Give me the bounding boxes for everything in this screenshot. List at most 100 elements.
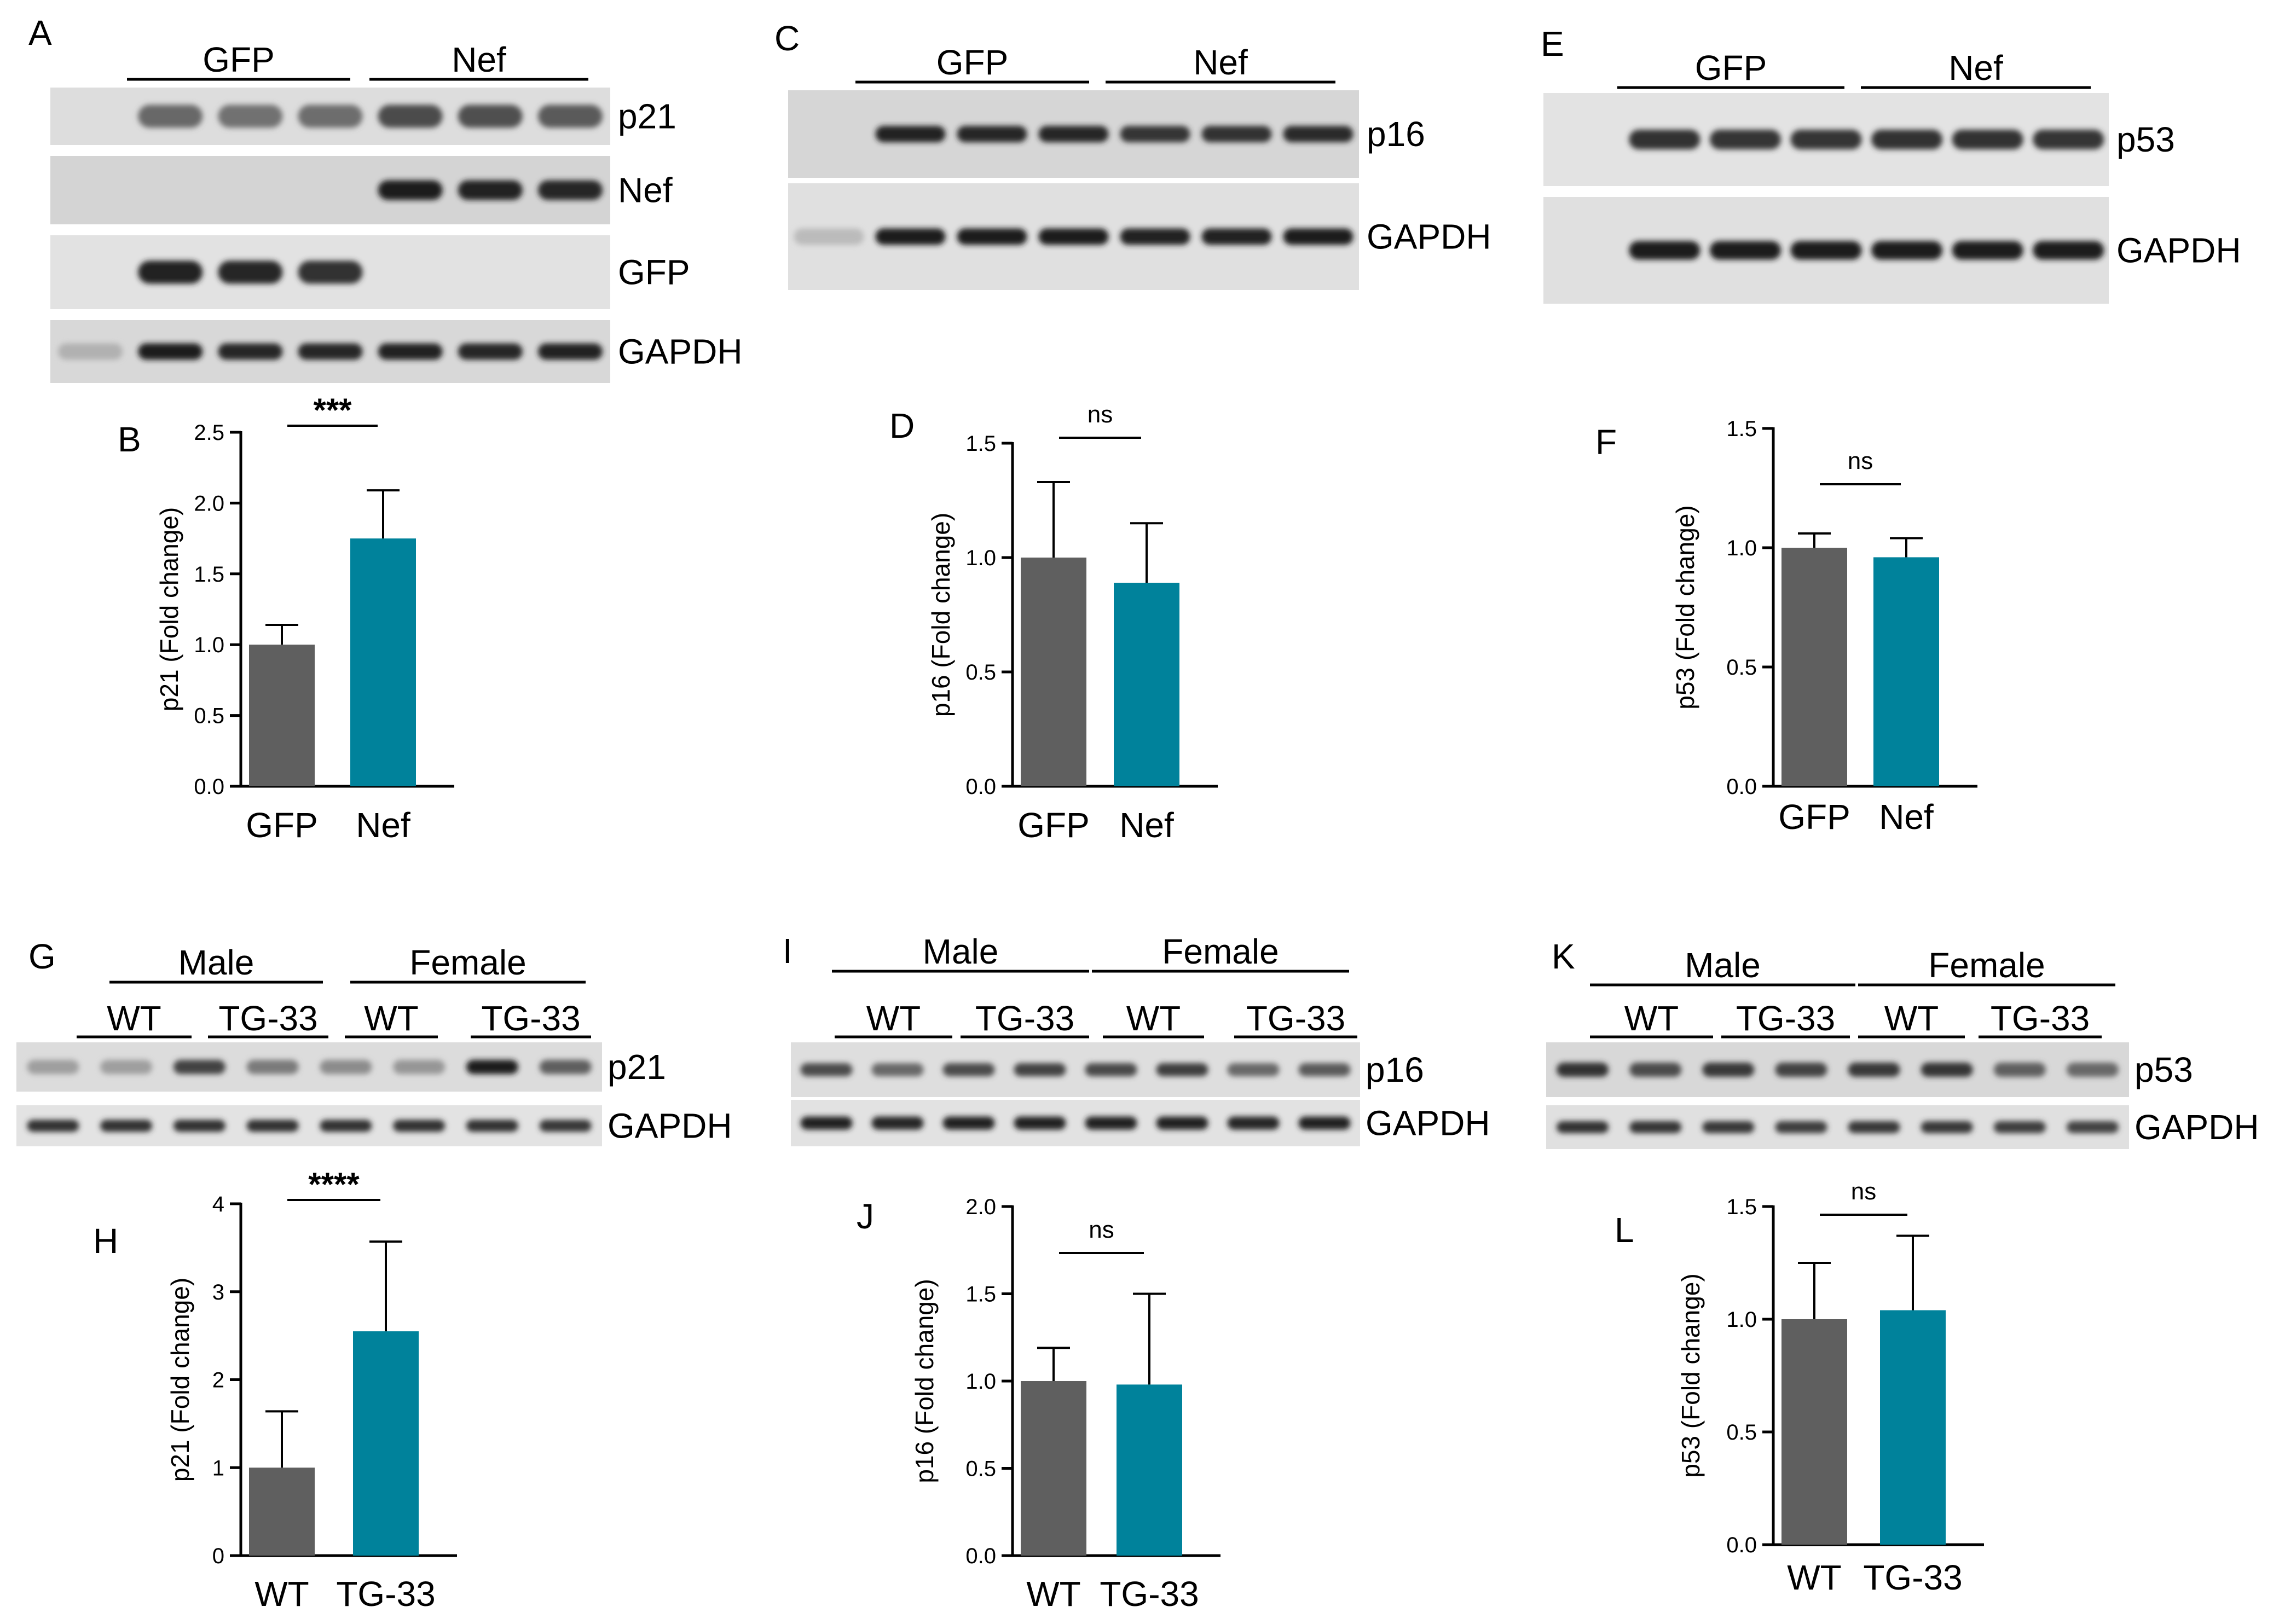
protein-label-nef: Nef xyxy=(618,171,673,210)
y-tick-label-4: 4 xyxy=(212,1192,224,1216)
strip-p16-band-8 xyxy=(1298,1063,1351,1076)
strip-p21-band-1 xyxy=(27,1060,79,1074)
y-tick-label-3: 1.5 xyxy=(965,432,996,456)
protein-label-p53: p53 xyxy=(2116,120,2175,159)
strip-p21-band-7 xyxy=(466,1060,518,1074)
strip-p16-band-4 xyxy=(1014,1063,1066,1076)
protein-label-gapdh: GAPDH xyxy=(608,1106,732,1146)
blot-panel-E: GFP Nef p53 GAPDH xyxy=(1543,48,2241,304)
category-label-gfp: GFP xyxy=(246,805,318,845)
significance-label: ns xyxy=(1851,1178,1876,1205)
y-tick-label-2: 1.0 xyxy=(965,546,996,570)
strip-gapdh-band-8 xyxy=(539,1120,592,1132)
y-tick-label-0: 0 xyxy=(212,1544,224,1568)
strip-p53-band-1 xyxy=(1557,1063,1609,1077)
strip-gapdh-band-4 xyxy=(298,343,363,360)
strip-gapdh-band-3 xyxy=(1702,1121,1755,1133)
protein-label-p21: p21 xyxy=(618,97,676,136)
y-tick-label-2: 1.0 xyxy=(1726,1308,1757,1332)
strip-gapdh-band-8 xyxy=(2066,1121,2119,1133)
strip-p16-band-1 xyxy=(800,1063,853,1076)
panel-letter-C: C xyxy=(774,19,800,58)
blot-panel-A: GFP Nef p21 Nef GFP GAPDH xyxy=(50,40,743,383)
y-axis-label: p21 (Fold change) xyxy=(166,1278,194,1482)
protein-label-gapdh: GAPDH xyxy=(2116,231,2241,270)
bar-gfp xyxy=(249,645,315,786)
strip-gapdh-band-1 xyxy=(794,228,864,245)
strip-gapdh-band-2 xyxy=(100,1120,153,1132)
genotype-label-1: WT xyxy=(107,999,161,1038)
panel-letter-D: D xyxy=(889,406,915,445)
blot-panel-I: Male Female WT TG-33 WT TG-33 p16 GAPDH xyxy=(791,932,1490,1146)
bar-tg-33 xyxy=(1117,1384,1182,1556)
significance-label: ns xyxy=(1848,448,1873,474)
y-tick-label-0: 0.0 xyxy=(194,775,224,799)
strip-gapdh-band-6 xyxy=(393,1120,446,1132)
genotype-label-2: TG-33 xyxy=(218,999,317,1038)
panel-letter-A: A xyxy=(28,13,52,53)
strip-gapdh-band-4 xyxy=(1038,228,1109,245)
protein-label-gfp: GFP xyxy=(618,253,690,292)
y-tick-label-5: 2.5 xyxy=(194,421,224,445)
sex-label-male: Male xyxy=(178,943,254,982)
y-axis-label: p16 (Fold change) xyxy=(910,1279,939,1483)
protein-label-gapdh: GAPDH xyxy=(1366,1104,1490,1143)
protein-label-gapdh: GAPDH xyxy=(618,332,743,372)
strip-gapdh-band-7 xyxy=(2033,241,2104,260)
strip-gapdh-band-5 xyxy=(378,343,443,360)
sex-label-female: Female xyxy=(1162,932,1279,971)
group-label-nef: Nef xyxy=(452,40,506,79)
sex-label-female: Female xyxy=(1928,946,2045,985)
bar-wt xyxy=(249,1468,315,1556)
strip-gapdh-band-2 xyxy=(1629,1121,1682,1133)
y-axis-label: p16 (Fold change) xyxy=(927,513,955,717)
strip-gapdh-band-6 xyxy=(1201,228,1272,245)
strip-p53-band-5 xyxy=(1848,1063,1900,1077)
sex-label-female: Female xyxy=(409,943,526,982)
bar-nef xyxy=(1873,557,1939,786)
strip-gapdh-band-2 xyxy=(871,1116,924,1130)
protein-label-p53: p53 xyxy=(2135,1050,2193,1089)
strip-gapdh-band-5 xyxy=(1120,228,1190,245)
y-tick-label-4: 2.0 xyxy=(965,1195,996,1219)
protein-label-gapdh: GAPDH xyxy=(1367,217,1491,257)
strip-p53-band-7 xyxy=(2033,130,2104,149)
strip-gapdh-band-2 xyxy=(138,343,203,360)
strip-p16-band-2 xyxy=(871,1063,924,1076)
y-tick-label-3: 1.5 xyxy=(965,1283,996,1307)
category-label-gfp: GFP xyxy=(1778,797,1850,837)
category-label-tg-33: TG-33 xyxy=(1100,1574,1199,1614)
strip-p16-band-4 xyxy=(1038,126,1109,142)
strip-p16-band-6 xyxy=(1156,1063,1208,1076)
strip-gapdh-band-4 xyxy=(1014,1116,1066,1130)
bar-chart-J: 0.0 0.5 1.0 1.5 2.0 p16 (Fold change) WT TG-33 n… xyxy=(910,1195,1221,1614)
bar-chart-L: 0.0 0.5 1.0 1.5 p53 (Fold change) WT TG-33 ns xyxy=(1676,1178,1984,1597)
strip-p21-band-4 xyxy=(298,105,363,128)
blot-panel-C: GFP Nef p16 GAPDH xyxy=(788,43,1491,290)
strip-gapdh-band-7 xyxy=(1227,1116,1280,1130)
strip-gapdh-band-4 xyxy=(1775,1121,1827,1133)
strip-p53-band-5 xyxy=(1871,130,1943,149)
genotype-label-2: TG-33 xyxy=(1736,999,1835,1038)
strip-gapdh-band-5 xyxy=(320,1120,372,1132)
category-label-nef: Nef xyxy=(1879,797,1934,837)
strip-p53-band-6 xyxy=(1921,1063,1973,1077)
category-label-wt: WT xyxy=(1026,1574,1081,1614)
strip-p16-band-3 xyxy=(957,126,1027,142)
strip-p53-band-3 xyxy=(1702,1063,1755,1077)
y-tick-label-0: 0.0 xyxy=(1726,775,1757,799)
strip-p53-band-2 xyxy=(1629,130,1700,149)
strip-p21-band-3 xyxy=(173,1060,225,1074)
strip-p53-band-4 xyxy=(1790,130,1862,149)
blot-panel-G: Male Female WT TG-33 WT TG-33 p21 GAPDH xyxy=(16,943,732,1146)
category-label-tg-33: TG-33 xyxy=(1863,1558,1962,1597)
panel-letter-J: J xyxy=(857,1197,874,1236)
category-label-wt: WT xyxy=(254,1574,309,1614)
strip-gapdh-band-5 xyxy=(1848,1121,1900,1133)
bar-nef xyxy=(350,538,416,786)
genotype-label-3: WT xyxy=(1884,999,1939,1038)
group-label-nef: Nef xyxy=(1193,43,1248,82)
strip-nef-band-6 xyxy=(458,180,523,200)
strip-p53-band-8 xyxy=(2066,1063,2119,1077)
